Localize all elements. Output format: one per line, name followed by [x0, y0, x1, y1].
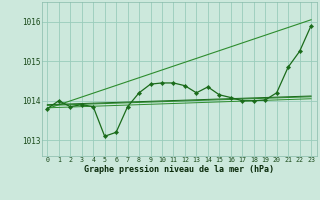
X-axis label: Graphe pression niveau de la mer (hPa): Graphe pression niveau de la mer (hPa) [84, 165, 274, 174]
